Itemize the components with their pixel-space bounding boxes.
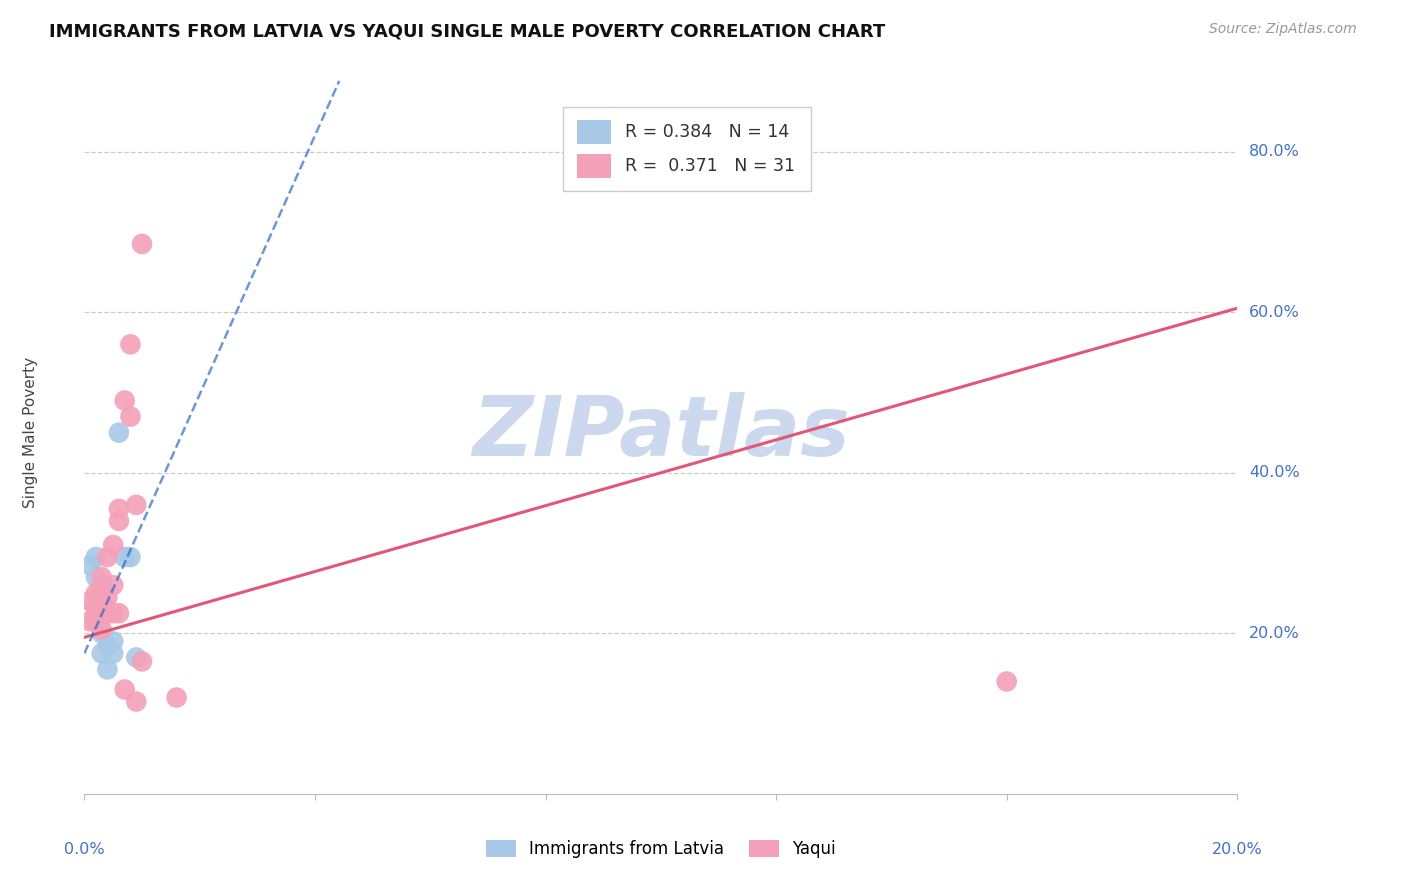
Text: 0.0%: 0.0%	[65, 842, 104, 857]
Point	[90, 626, 112, 640]
Point	[96, 549, 118, 565]
Text: Source: ZipAtlas.com: Source: ZipAtlas.com	[1209, 22, 1357, 37]
Point	[84, 549, 107, 565]
Point	[90, 594, 112, 608]
Point	[103, 634, 124, 648]
Point	[166, 690, 188, 705]
Text: 20.0%: 20.0%	[1249, 626, 1299, 640]
Point	[79, 614, 101, 628]
Text: 20.0%: 20.0%	[1212, 842, 1263, 857]
Point	[90, 570, 112, 584]
Point	[96, 602, 118, 616]
Point	[114, 549, 136, 565]
Point	[79, 558, 101, 573]
Point	[120, 409, 142, 424]
Point	[96, 639, 118, 653]
Point	[108, 514, 131, 528]
Point	[108, 425, 131, 440]
Point	[131, 236, 153, 251]
Point	[96, 591, 118, 605]
Point	[131, 655, 153, 669]
Point	[96, 607, 118, 621]
Point	[125, 694, 148, 708]
FancyBboxPatch shape	[576, 120, 612, 144]
Text: IMMIGRANTS FROM LATVIA VS YAQUI SINGLE MALE POVERTY CORRELATION CHART: IMMIGRANTS FROM LATVIA VS YAQUI SINGLE M…	[49, 22, 886, 40]
Point	[120, 549, 142, 565]
Text: 60.0%: 60.0%	[1249, 305, 1299, 319]
Point	[103, 646, 124, 660]
Point	[125, 650, 148, 665]
Point	[125, 498, 148, 512]
Text: R =  0.371   N = 31: R = 0.371 N = 31	[626, 157, 794, 175]
Point	[90, 623, 112, 637]
Point	[103, 578, 124, 592]
Point	[90, 646, 112, 660]
Point	[103, 607, 124, 621]
Point	[108, 501, 131, 516]
Text: 80.0%: 80.0%	[1249, 145, 1299, 159]
Point	[96, 662, 118, 676]
Legend: Immigrants from Latvia, Yaqui: Immigrants from Latvia, Yaqui	[479, 833, 842, 865]
Point	[90, 582, 112, 596]
Point	[84, 614, 107, 628]
Point	[995, 674, 1018, 689]
Point	[90, 610, 112, 624]
Text: Single Male Poverty: Single Male Poverty	[24, 357, 38, 508]
Point	[79, 594, 101, 608]
Point	[120, 337, 142, 351]
Point	[84, 602, 107, 616]
Point	[108, 607, 131, 621]
Text: R = 0.384   N = 14: R = 0.384 N = 14	[626, 123, 789, 141]
Point	[103, 538, 124, 552]
FancyBboxPatch shape	[562, 108, 811, 191]
Point	[84, 586, 107, 600]
Point	[90, 578, 112, 592]
Point	[114, 393, 136, 408]
FancyBboxPatch shape	[576, 154, 612, 178]
Point	[84, 610, 107, 624]
Point	[84, 570, 107, 584]
Text: 40.0%: 40.0%	[1249, 466, 1299, 480]
Point	[114, 682, 136, 697]
Text: ZIPatlas: ZIPatlas	[472, 392, 849, 473]
